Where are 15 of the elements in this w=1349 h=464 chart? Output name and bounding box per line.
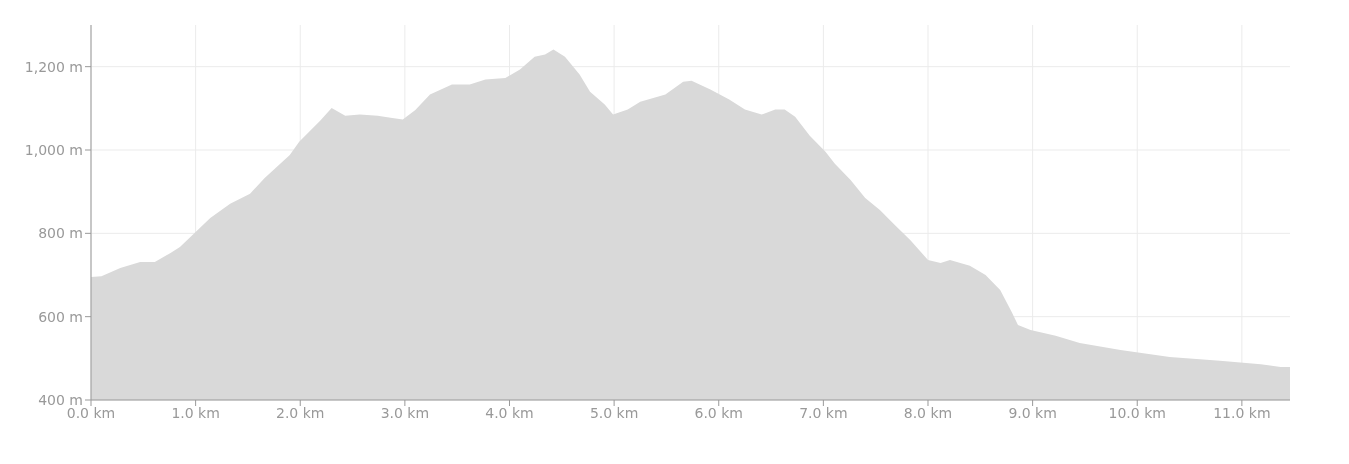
x-tick-label: 7.0 km: [799, 404, 848, 421]
y-tick-label: 600 m: [38, 308, 83, 325]
y-tick-label: 800 m: [38, 225, 83, 242]
x-tick-label: 1.0 km: [171, 404, 220, 421]
x-tick-label: 6.0 km: [694, 404, 743, 421]
x-tick-label: 10.0 km: [1108, 404, 1166, 421]
y-tick-label: 1,000 m: [24, 141, 83, 158]
x-tick-label: 8.0 km: [903, 404, 953, 421]
x-tick-label: 4.0 km: [485, 404, 534, 421]
x-tick-label: 5.0 km: [589, 404, 639, 421]
x-tick-label: 11.0 km: [1213, 404, 1271, 421]
x-tick-label: 3.0 km: [380, 404, 430, 421]
x-tick-label: 2.0 km: [276, 404, 325, 421]
x-tick-label: 9.0 km: [1008, 404, 1057, 421]
y-tick-label: 1,200 m: [24, 58, 83, 75]
